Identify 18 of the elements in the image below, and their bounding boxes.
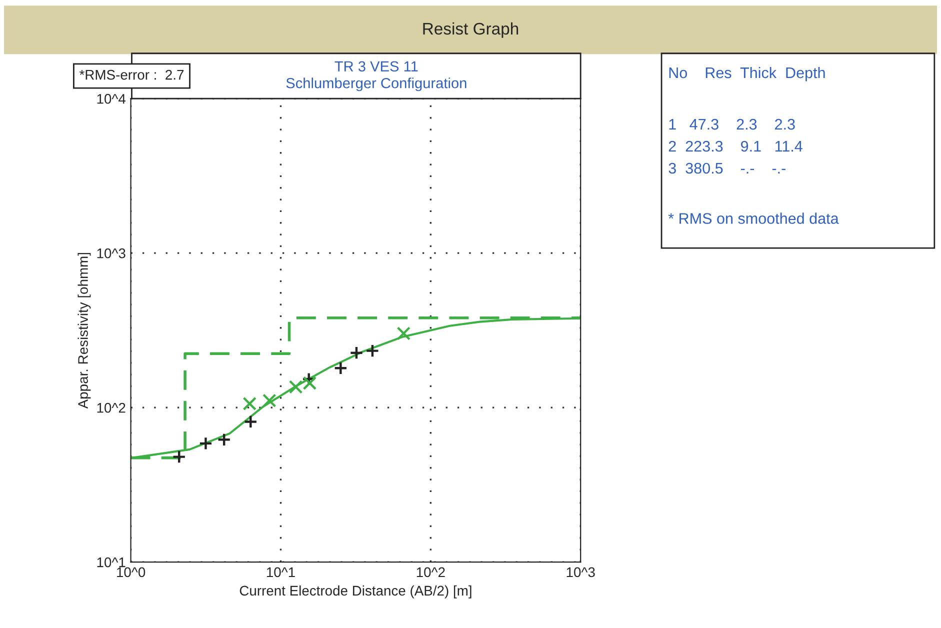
chart-title: Resist Graph xyxy=(423,22,518,38)
y-tick-label: 10^2 xyxy=(97,402,126,413)
x-tick-label: 10^3 xyxy=(566,567,595,578)
y-tick-label: 10^4 xyxy=(97,94,126,104)
text: No Res Thick Depth xyxy=(669,66,825,82)
x-axis-title: Current Electrode Distance (AB/2) [m] xyxy=(240,585,472,598)
text: 2 223.3 9.1 11.4 xyxy=(668,140,802,152)
chart-subtitle: TR 3 VES 11 Schlumberger Configuration xyxy=(286,61,466,92)
x-tick-label: 10^0 xyxy=(117,567,146,578)
x-tick-label: 10^2 xyxy=(416,567,445,578)
text: 3 380.5 -.- -.- xyxy=(668,162,786,174)
y-tick-label: 10^3 xyxy=(97,248,126,258)
text: 1 47.3 2.3 2.3 xyxy=(669,118,795,130)
text: * RMS on smoothed data xyxy=(668,212,839,224)
text: *RMS-error : 2.7 xyxy=(79,70,184,80)
y-axis-title: Appar. Resistivity [ohmm] xyxy=(78,252,91,409)
y-tick-label: 10^1 xyxy=(97,557,126,568)
x-tick-label: 10^1 xyxy=(266,567,295,578)
